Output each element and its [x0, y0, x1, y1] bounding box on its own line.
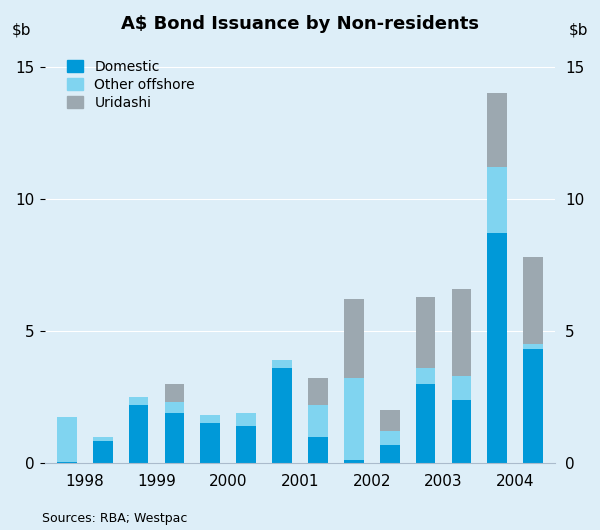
Bar: [380, 431, 400, 445]
Legend: Domestic, Other offshore, Uridashi: Domestic, Other offshore, Uridashi: [62, 56, 199, 114]
Bar: [164, 384, 184, 402]
Bar: [93, 440, 113, 463]
Bar: [487, 167, 507, 233]
Bar: [380, 445, 400, 463]
Bar: [452, 400, 472, 463]
Bar: [416, 368, 436, 384]
Text: $b: $b: [568, 23, 588, 38]
Bar: [164, 402, 184, 413]
Bar: [523, 257, 543, 344]
Bar: [523, 344, 543, 349]
Text: $b: $b: [12, 23, 32, 38]
Bar: [272, 368, 292, 463]
Bar: [200, 423, 220, 463]
Bar: [380, 410, 400, 431]
Bar: [523, 349, 543, 463]
Bar: [344, 461, 364, 463]
Bar: [57, 462, 77, 463]
Bar: [452, 376, 472, 400]
Bar: [236, 413, 256, 426]
Bar: [128, 405, 148, 463]
Bar: [416, 297, 436, 368]
Title: A$ Bond Issuance by Non-residents: A$ Bond Issuance by Non-residents: [121, 15, 479, 33]
Bar: [344, 299, 364, 378]
Bar: [344, 378, 364, 461]
Bar: [452, 289, 472, 376]
Bar: [200, 416, 220, 423]
Bar: [128, 397, 148, 405]
Bar: [308, 378, 328, 405]
Bar: [416, 384, 436, 463]
Bar: [236, 426, 256, 463]
Bar: [487, 233, 507, 463]
Bar: [93, 437, 113, 440]
Bar: [308, 405, 328, 437]
Bar: [57, 417, 77, 462]
Bar: [308, 437, 328, 463]
Bar: [487, 93, 507, 167]
Bar: [164, 413, 184, 463]
Text: Sources: RBA; Westpac: Sources: RBA; Westpac: [42, 512, 187, 525]
Bar: [272, 360, 292, 368]
